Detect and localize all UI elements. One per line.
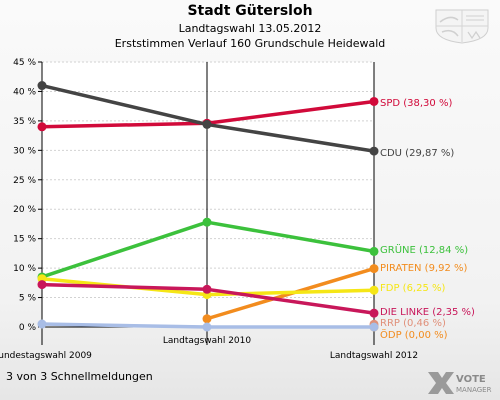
data-point-piraten (202, 314, 212, 324)
series-layer (37, 81, 379, 332)
series-label-cdu: CDU (29,87 %) (380, 148, 454, 159)
chart-title: Stadt Gütersloh (187, 3, 313, 19)
data-point-cdu (37, 81, 47, 91)
series-label-spd: SPD (38,30 %) (380, 98, 452, 109)
data-point-cdu (202, 119, 212, 129)
logo-text-bottom: MANAGER (456, 386, 492, 394)
data-point-fdp (369, 285, 379, 295)
y-tick-label: 35 % (13, 117, 36, 127)
y-tick-label: 15 % (13, 235, 36, 245)
series-label-oedp: ÖDP (0,00 %) (380, 328, 448, 341)
y-tick-label: 30 % (13, 146, 36, 156)
data-point-linke (369, 308, 379, 318)
y-tick-label: 0 % (19, 323, 37, 333)
series-label-rrp: RRP (0,46 %) (380, 318, 446, 329)
data-point-cdu (369, 146, 379, 156)
x-tick-label: Landtagswahl 2010 (163, 336, 252, 346)
vote-manager-logo-icon: VOTE MANAGER (428, 372, 492, 394)
logo-text-top: VOTE (456, 374, 486, 385)
data-point-spd (37, 122, 47, 132)
chart-subtitle-district: Erststimmen Verlauf 160 Grundschule Heid… (114, 37, 386, 50)
label-layer: SPD (38,30 %) CDU (29,87 %) GRÜNE (12,84 %… (380, 98, 475, 341)
data-point-piraten (369, 264, 379, 274)
series-label-piraten: PIRATEN (9,92 %) (380, 263, 468, 274)
data-point-gruene (369, 246, 379, 256)
y-tick-label: 20 % (13, 205, 36, 215)
data-point-other (202, 322, 212, 332)
x-tick-label: Landtagswahl 2012 (330, 351, 418, 361)
nrw-coat-of-arms-icon (435, 9, 489, 44)
data-point-other (37, 319, 47, 329)
report-count-note: 3 von 3 Schnellmeldungen (6, 370, 153, 383)
data-point-gruene (202, 217, 212, 227)
y-tick-label: 5 % (19, 294, 37, 304)
chart-subtitle-election: Landtagswahl 13.05.2012 (178, 22, 322, 35)
y-tick-label: 40 % (13, 87, 36, 97)
data-point-other (369, 322, 379, 332)
y-tick-label: 45 % (13, 58, 36, 68)
series-label-linke: DIE LINKE (2,35 %) (380, 307, 475, 318)
series-label-gruene: GRÜNE (12,84 %) (380, 243, 468, 256)
y-tick-label: 10 % (13, 264, 36, 274)
y-tick-label: 25 % (13, 176, 36, 186)
data-point-linke (37, 280, 47, 290)
series-label-fdp: FDP (6,25 %) (380, 283, 446, 294)
data-point-spd (369, 96, 379, 106)
x-tick-label: Bundestagswahl 2009 (0, 351, 92, 361)
data-point-linke (202, 284, 212, 294)
